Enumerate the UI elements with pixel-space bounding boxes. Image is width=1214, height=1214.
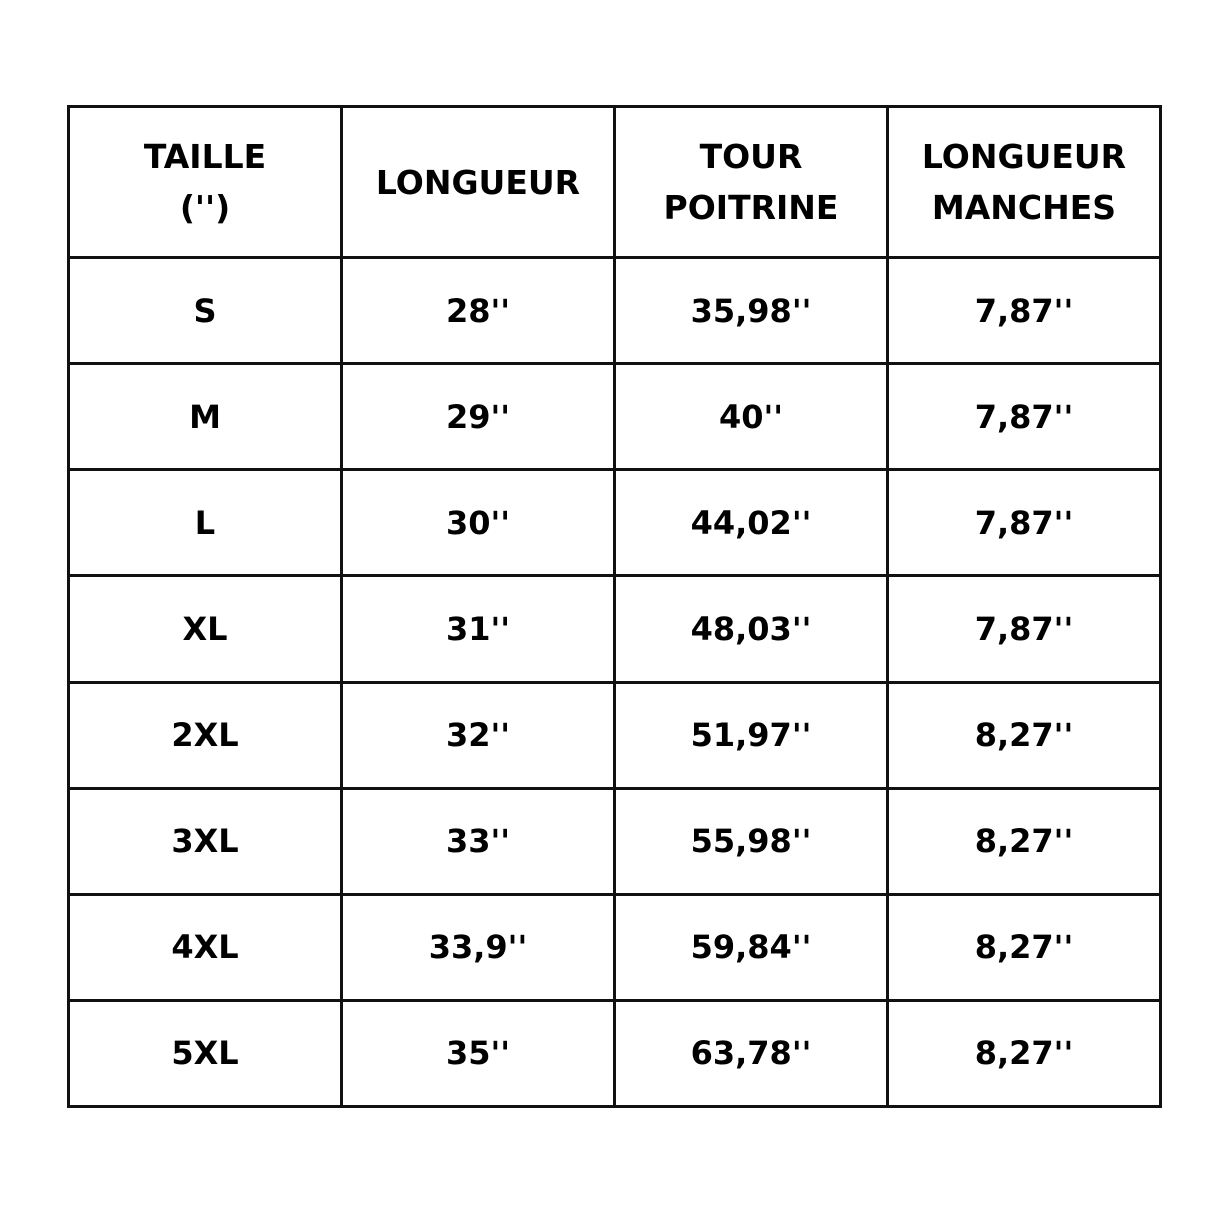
header-text: ('') — [179, 188, 231, 227]
size-chart-table: TAILLE ('') LONGUEUR TOUR POITRINE LONGUEU… — [67, 105, 1162, 1109]
cell-sleeve-length: 7,87'' — [886, 362, 1162, 472]
cell-size: XL — [67, 574, 343, 684]
cell-length: 33'' — [340, 786, 616, 896]
cell-sleeve-length: 7,87'' — [886, 574, 1162, 684]
cell-sleeve-length: 7,87'' — [886, 255, 1162, 366]
cell-length: 35'' — [340, 998, 616, 1109]
table-row: S 28'' 35,98'' 7,87'' — [67, 255, 1162, 366]
cell-chest: 59,84'' — [613, 892, 889, 1002]
cell-size: S — [67, 255, 343, 366]
header-text: POITRINE — [663, 188, 839, 227]
cell-size: 4XL — [67, 892, 343, 1002]
cell-sleeve-length: 8,27'' — [886, 892, 1162, 1002]
table-row: 2XL 32'' 51,97'' 8,27'' — [67, 680, 1162, 790]
header-text: MANCHES — [931, 188, 1117, 227]
cell-length: 28'' — [340, 255, 616, 366]
cell-size: L — [67, 468, 343, 578]
table-row: 5XL 35'' 63,78'' 8,27'' — [67, 998, 1162, 1109]
header-row: TAILLE ('') LONGUEUR TOUR POITRINE LONGUEU… — [67, 105, 1162, 259]
cell-size: 3XL — [67, 786, 343, 896]
cell-chest: 35,98'' — [613, 255, 889, 366]
table-row: M 29'' 40'' 7,87'' — [67, 362, 1162, 472]
cell-chest: 51,97'' — [613, 680, 889, 790]
table-row: 3XL 33'' 55,98'' 8,27'' — [67, 786, 1162, 896]
cell-chest: 48,03'' — [613, 574, 889, 684]
header-length: LONGUEUR — [340, 105, 616, 259]
cell-sleeve-length: 8,27'' — [886, 998, 1162, 1109]
cell-chest: 40'' — [613, 362, 889, 472]
cell-length: 30'' — [340, 468, 616, 578]
cell-sleeve-length: 8,27'' — [886, 786, 1162, 896]
header-text: TOUR — [699, 137, 803, 176]
cell-sleeve-length: 7,87'' — [886, 468, 1162, 578]
header-text: LONGUEUR — [921, 137, 1127, 176]
cell-length: 31'' — [340, 574, 616, 684]
cell-size: 5XL — [67, 998, 343, 1109]
table-row: L 30'' 44,02'' 7,87'' — [67, 468, 1162, 578]
header-text: TAILLE — [143, 137, 267, 176]
header-size: TAILLE ('') — [67, 105, 343, 259]
cell-chest: 55,98'' — [613, 786, 889, 896]
header-text: LONGUEUR — [375, 162, 581, 202]
cell-length: 29'' — [340, 362, 616, 472]
cell-chest: 44,02'' — [613, 468, 889, 578]
cell-length: 33,9'' — [340, 892, 616, 1002]
cell-size: 2XL — [67, 680, 343, 790]
header-chest: TOUR POITRINE — [613, 105, 889, 259]
cell-chest: 63,78'' — [613, 998, 889, 1109]
cell-size: M — [67, 362, 343, 472]
cell-sleeve-length: 8,27'' — [886, 680, 1162, 790]
cell-length: 32'' — [340, 680, 616, 790]
header-sleeve-length: LONGUEUR MANCHES — [886, 105, 1162, 259]
table-row: 4XL 33,9'' 59,84'' 8,27'' — [67, 892, 1162, 1002]
table-row: XL 31'' 48,03'' 7,87'' — [67, 574, 1162, 684]
